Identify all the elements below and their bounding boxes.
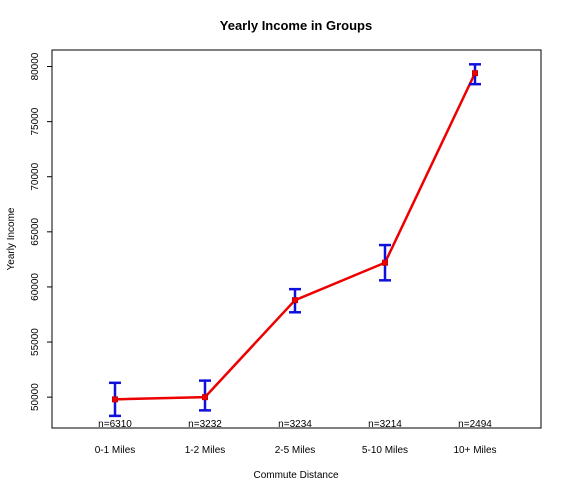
data-point bbox=[112, 396, 118, 403]
sample-size-label: n=3234 bbox=[278, 419, 312, 430]
y-tick-label: 60000 bbox=[30, 273, 41, 301]
series-line bbox=[114, 72, 477, 401]
chart-title: Yearly Income in Groups bbox=[220, 18, 372, 33]
y-tick-label: 55000 bbox=[30, 328, 41, 356]
x-tick-label: 0-1 Miles bbox=[95, 445, 136, 456]
sample-size-label: n=3214 bbox=[368, 419, 402, 430]
y-tick-label: 65000 bbox=[30, 217, 41, 245]
x-tick-label: 10+ Miles bbox=[453, 445, 496, 456]
sample-size-label: n=6310 bbox=[98, 419, 132, 430]
data-point bbox=[472, 70, 478, 77]
sample-size-labels: n=6310 n=3232 n=3234 n=3214 n=2494 bbox=[98, 419, 492, 430]
x-axis-label: Commute Distance bbox=[253, 470, 338, 481]
y-axis-label: Yearly Income bbox=[6, 207, 17, 270]
y-tick-label: 50000 bbox=[30, 383, 41, 411]
data-point bbox=[292, 297, 298, 304]
y-axis: 50000 55000 60000 65000 70000 75000 80000 bbox=[30, 52, 52, 411]
x-tick-label: 1-2 Miles bbox=[185, 445, 226, 456]
sample-size-label: n=2494 bbox=[458, 419, 492, 430]
x-tick-label: 5-10 Miles bbox=[362, 445, 408, 456]
data-point bbox=[202, 394, 208, 401]
y-tick-label: 80000 bbox=[30, 52, 41, 80]
y-tick-label: 70000 bbox=[30, 162, 41, 190]
x-tick-label: 2-5 Miles bbox=[275, 445, 316, 456]
x-axis: 0-1 Miles 1-2 Miles 2-5 Miles 5-10 Miles 10+… bbox=[95, 445, 497, 456]
series-group bbox=[109, 63, 481, 418]
plot-frame bbox=[51, 49, 542, 429]
data-point bbox=[382, 259, 388, 266]
y-tick-label: 75000 bbox=[30, 107, 41, 135]
sample-size-label: n=3232 bbox=[188, 419, 222, 430]
